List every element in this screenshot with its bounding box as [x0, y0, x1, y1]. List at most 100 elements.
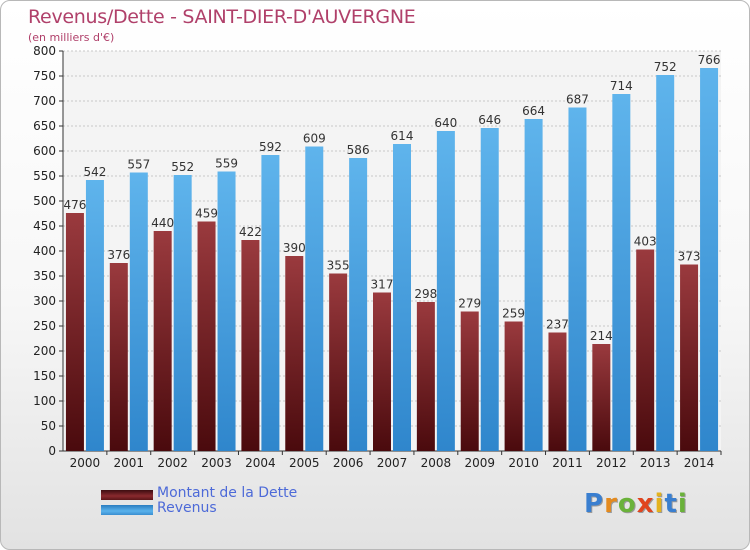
- logo-letter: o: [617, 489, 637, 519]
- x-tick-label: 2002: [157, 456, 188, 470]
- bar-debt: [241, 240, 260, 451]
- data-label-debt: 355: [327, 259, 350, 273]
- data-label-debt: 259: [502, 307, 525, 321]
- legend-swatch-revenue: [101, 505, 153, 515]
- chart-subtitle: (en milliers d'€): [28, 31, 115, 44]
- legend-label-revenue: Revenus: [157, 500, 217, 516]
- legend-label-debt: Montant de la Dette: [157, 485, 298, 501]
- bar-revenue: [480, 128, 499, 451]
- logo-letter: i: [677, 489, 688, 519]
- bar-revenue: [173, 175, 192, 451]
- bar-debt: [285, 256, 304, 451]
- y-tick-label: 550: [33, 169, 56, 183]
- data-label-revenue: 614: [391, 129, 414, 143]
- data-label-debt: 390: [283, 241, 306, 255]
- y-tick-label: 50: [41, 419, 56, 433]
- bar-revenue: [217, 171, 236, 451]
- x-tick-label: 2003: [201, 456, 232, 470]
- x-tick-label: 2006: [333, 456, 364, 470]
- data-label-debt: 317: [371, 278, 394, 292]
- data-label-debt: 214: [590, 329, 613, 343]
- data-label-revenue: 592: [259, 140, 282, 154]
- data-label-revenue: 609: [303, 132, 326, 146]
- x-tick-label: 2008: [421, 456, 452, 470]
- data-label-debt: 459: [195, 207, 218, 221]
- data-label-revenue: 640: [434, 116, 457, 130]
- data-label-revenue: 557: [127, 158, 150, 172]
- bar-debt: [373, 292, 391, 451]
- x-tick-label: 2007: [377, 456, 408, 470]
- logo-letter: x: [636, 489, 655, 519]
- logo-letter: t: [664, 489, 678, 519]
- data-label-revenue: 559: [215, 157, 238, 171]
- bar-debt: [153, 231, 172, 451]
- bar-debt: [636, 249, 655, 451]
- bar-debt: [548, 332, 567, 451]
- bar-revenue: [305, 146, 324, 451]
- y-tick-label: 500: [33, 194, 56, 208]
- bar-revenue: [393, 144, 411, 451]
- data-label-debt: 440: [151, 216, 174, 230]
- x-tick-label: 2014: [684, 456, 715, 470]
- data-label-revenue: 542: [83, 165, 106, 179]
- logo-letter: r: [604, 489, 618, 519]
- y-tick-label: 0: [48, 444, 56, 458]
- y-tick-label: 750: [33, 69, 56, 83]
- bar-revenue: [436, 131, 455, 451]
- x-tick-label: 2009: [464, 456, 495, 470]
- y-tick-label: 800: [33, 44, 56, 58]
- data-label-debt: 403: [634, 235, 657, 249]
- data-label-debt: 237: [546, 318, 569, 332]
- bar-debt: [109, 263, 128, 451]
- x-tick-label: 2000: [70, 456, 101, 470]
- bar-revenue: [700, 68, 719, 451]
- x-tick-label: 2001: [114, 456, 145, 470]
- proxiti-logo: Proxiti: [584, 489, 688, 519]
- bar-debt: [680, 264, 699, 451]
- y-tick-label: 150: [33, 369, 56, 383]
- bar-revenue: [656, 75, 675, 451]
- logo-letter: P: [584, 489, 605, 519]
- data-label-debt: 373: [678, 250, 701, 264]
- logo-letter: i: [654, 489, 665, 519]
- bar-revenue: [85, 180, 104, 451]
- data-label-revenue: 687: [566, 93, 589, 107]
- bar-revenue: [349, 158, 368, 451]
- y-tick-label: 300: [33, 294, 56, 308]
- data-label-debt: 376: [107, 248, 130, 262]
- data-label-revenue: 646: [478, 113, 501, 127]
- bar-revenue: [524, 119, 543, 451]
- x-tick-label: 2013: [640, 456, 671, 470]
- y-tick-label: 200: [33, 344, 56, 358]
- x-tick-label: 2004: [245, 456, 276, 470]
- bar-revenue: [568, 107, 587, 451]
- data-label-revenue: 766: [698, 53, 721, 67]
- data-label-debt: 476: [63, 198, 86, 212]
- x-tick-label: 2010: [508, 456, 539, 470]
- y-tick-label: 600: [33, 144, 56, 158]
- x-tick-label: 2011: [552, 456, 583, 470]
- bar-debt: [592, 344, 611, 451]
- data-label-debt: 279: [458, 297, 481, 311]
- data-label-revenue: 552: [171, 160, 194, 174]
- x-tick-label: 2012: [596, 456, 627, 470]
- legend-swatch-debt: [101, 490, 153, 500]
- y-tick-label: 350: [33, 269, 56, 283]
- data-label-revenue: 664: [522, 104, 545, 118]
- y-tick-label: 250: [33, 319, 56, 333]
- y-tick-label: 700: [33, 94, 56, 108]
- data-label-revenue: 752: [654, 60, 677, 74]
- bar-revenue: [612, 94, 631, 451]
- bar-debt: [329, 273, 348, 451]
- x-tick-label: 2005: [289, 456, 320, 470]
- chart-title: Revenus/Dette - SAINT-DIER-D'AUVERGNE: [28, 6, 416, 28]
- y-tick-label: 100: [33, 394, 56, 408]
- bar-revenue: [129, 172, 148, 451]
- y-tick-label: 450: [33, 219, 56, 233]
- data-label-revenue: 714: [610, 79, 633, 93]
- bar-debt: [416, 302, 435, 451]
- bar-debt: [197, 221, 216, 451]
- bar-debt: [65, 213, 84, 451]
